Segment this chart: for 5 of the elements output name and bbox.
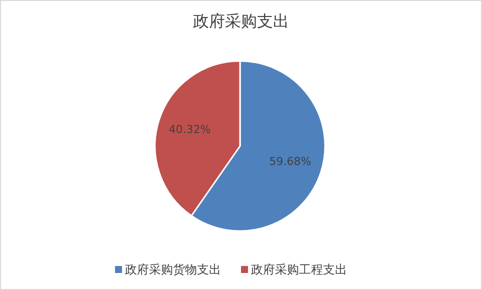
data-label: 59.68% — [269, 154, 312, 168]
chart-title: 政府采购支出 — [193, 11, 289, 30]
legend-label: 政府采购工程支出 — [251, 262, 347, 276]
data-label: 40.32% — [168, 123, 211, 136]
legend-label: 政府采购货物支出 — [125, 262, 221, 276]
